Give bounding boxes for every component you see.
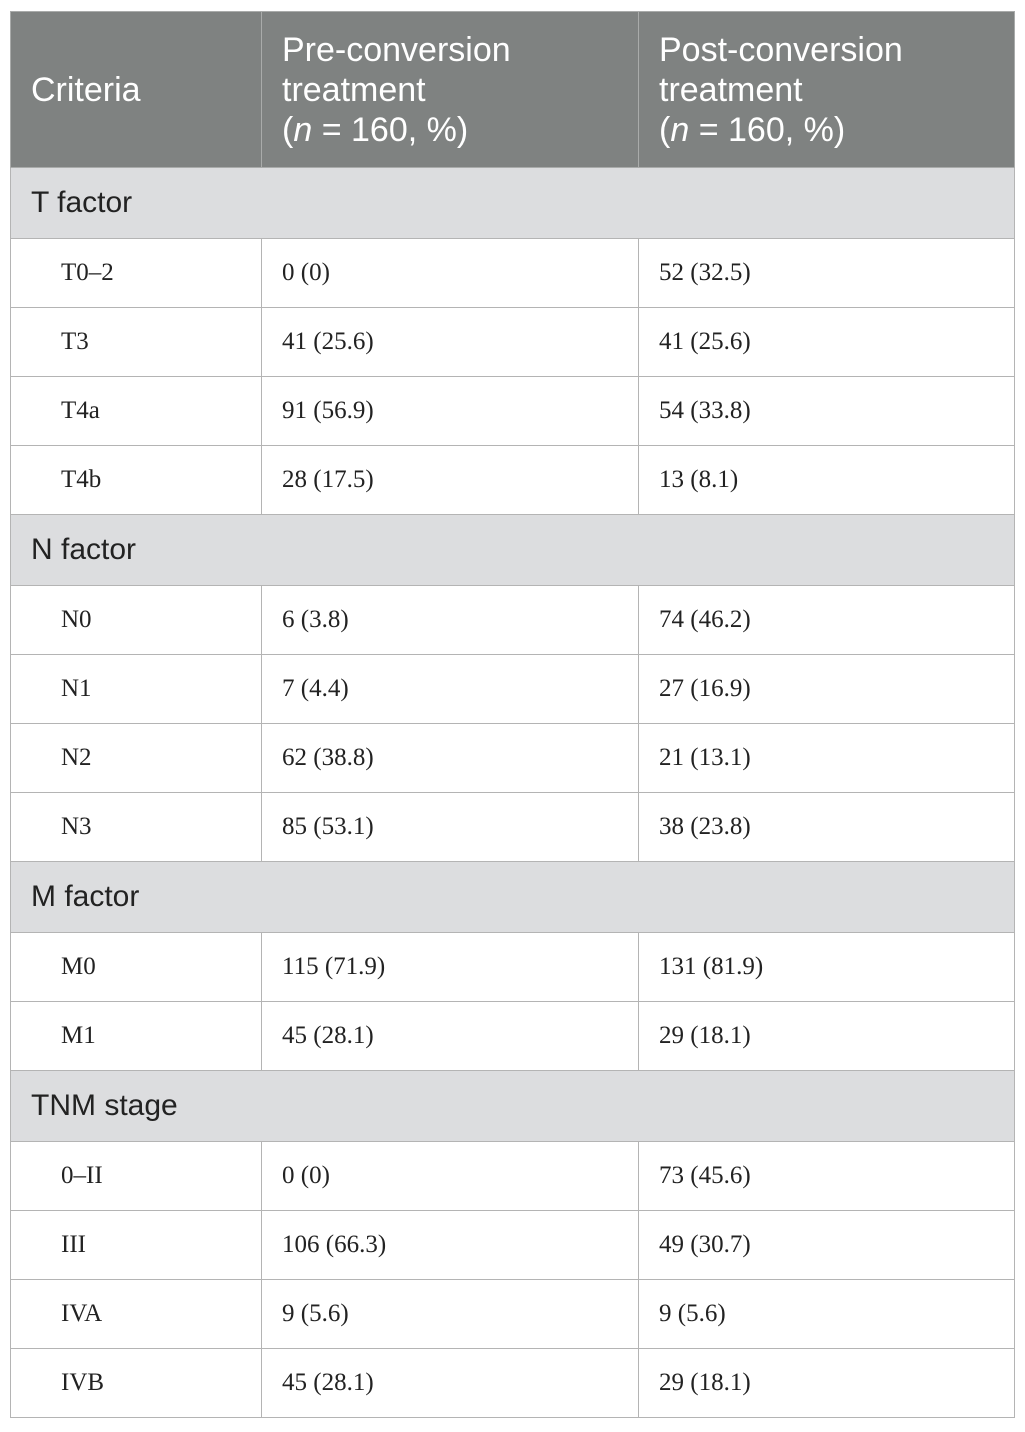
table-row: N3 85 (53.1) 38 (23.8) bbox=[10, 792, 1015, 862]
row-label: N3 bbox=[10, 792, 262, 862]
row-label: N1 bbox=[10, 654, 262, 724]
section-title: T factor bbox=[10, 167, 1015, 239]
section-row: M factor bbox=[10, 861, 1015, 933]
header-criteria: Criteria bbox=[10, 11, 262, 168]
table-row: T0–2 0 (0) 52 (32.5) bbox=[10, 238, 1015, 308]
pre-conversion-value: 62 (38.8) bbox=[261, 723, 639, 793]
post-conversion-value: 21 (13.1) bbox=[638, 723, 1015, 793]
pre-conversion-value: 106 (66.3) bbox=[261, 1210, 639, 1280]
section-row: T factor bbox=[10, 167, 1015, 239]
row-label: M0 bbox=[10, 932, 262, 1002]
table-row: T4a 91 (56.9) 54 (33.8) bbox=[10, 376, 1015, 446]
post-conversion-value: 27 (16.9) bbox=[638, 654, 1015, 724]
post-conversion-value: 54 (33.8) bbox=[638, 376, 1015, 446]
row-label: T4b bbox=[10, 445, 262, 515]
table-row: N2 62 (38.8) 21 (13.1) bbox=[10, 723, 1015, 793]
table-row: T4b 28 (17.5) 13 (8.1) bbox=[10, 445, 1015, 515]
pre-conversion-value: 0 (0) bbox=[261, 1141, 639, 1211]
post-conversion-value: 52 (32.5) bbox=[638, 238, 1015, 308]
section-title: N factor bbox=[10, 514, 1015, 586]
pre-conversion-value: 0 (0) bbox=[261, 238, 639, 308]
post-conversion-value: 49 (30.7) bbox=[638, 1210, 1015, 1280]
table-row: T3 41 (25.6) 41 (25.6) bbox=[10, 307, 1015, 377]
post-conversion-value: 41 (25.6) bbox=[638, 307, 1015, 377]
row-label: IVB bbox=[10, 1348, 262, 1418]
table-row: M0 115 (71.9) 131 (81.9) bbox=[10, 932, 1015, 1002]
header-pre-conversion: Pre-conversion treatment (n = 160, %) bbox=[261, 11, 639, 168]
post-conversion-value: 9 (5.6) bbox=[638, 1279, 1015, 1349]
row-label: T0–2 bbox=[10, 238, 262, 308]
table-row: M1 45 (28.1) 29 (18.1) bbox=[10, 1001, 1015, 1071]
pre-conversion-value: 115 (71.9) bbox=[261, 932, 639, 1002]
pre-conversion-value: 45 (28.1) bbox=[261, 1348, 639, 1418]
post-conversion-value: 29 (18.1) bbox=[638, 1348, 1015, 1418]
table-row: 0–II 0 (0) 73 (45.6) bbox=[10, 1141, 1015, 1211]
pre-conversion-value: 28 (17.5) bbox=[261, 445, 639, 515]
table-row: N1 7 (4.4) 27 (16.9) bbox=[10, 654, 1015, 724]
pre-conversion-value: 9 (5.6) bbox=[261, 1279, 639, 1349]
row-label: M1 bbox=[10, 1001, 262, 1071]
post-conversion-value: 74 (46.2) bbox=[638, 585, 1015, 655]
post-conversion-value: 73 (45.6) bbox=[638, 1141, 1015, 1211]
table-row: N0 6 (3.8) 74 (46.2) bbox=[10, 585, 1015, 655]
post-conversion-value: 131 (81.9) bbox=[638, 932, 1015, 1002]
row-label: 0–II bbox=[10, 1141, 262, 1211]
post-conversion-value: 38 (23.8) bbox=[638, 792, 1015, 862]
pre-conversion-value: 41 (25.6) bbox=[261, 307, 639, 377]
section-title: M factor bbox=[10, 861, 1015, 933]
row-label: T3 bbox=[10, 307, 262, 377]
table-row: III 106 (66.3) 49 (30.7) bbox=[10, 1210, 1015, 1280]
table-row: IVB 45 (28.1) 29 (18.1) bbox=[10, 1348, 1015, 1418]
pre-conversion-value: 85 (53.1) bbox=[261, 792, 639, 862]
pre-conversion-value: 91 (56.9) bbox=[261, 376, 639, 446]
section-title: TNM stage bbox=[10, 1070, 1015, 1142]
pre-conversion-value: 45 (28.1) bbox=[261, 1001, 639, 1071]
section-row: N factor bbox=[10, 514, 1015, 586]
table-row: IVA 9 (5.6) 9 (5.6) bbox=[10, 1279, 1015, 1349]
row-label: T4a bbox=[10, 376, 262, 446]
section-row: TNM stage bbox=[10, 1070, 1015, 1142]
header-post-conversion: Post-conversion treatment (n = 160, %) bbox=[638, 11, 1015, 168]
staging-table: Criteria Pre-conversion treatment (n = 1… bbox=[10, 11, 1015, 1418]
pre-conversion-value: 6 (3.8) bbox=[261, 585, 639, 655]
row-label: IVA bbox=[10, 1279, 262, 1349]
header-row: Criteria Pre-conversion treatment (n = 1… bbox=[10, 11, 1015, 168]
row-label: N0 bbox=[10, 585, 262, 655]
post-conversion-value: 29 (18.1) bbox=[638, 1001, 1015, 1071]
row-label: III bbox=[10, 1210, 262, 1280]
pre-conversion-value: 7 (4.4) bbox=[261, 654, 639, 724]
post-conversion-value: 13 (8.1) bbox=[638, 445, 1015, 515]
row-label: N2 bbox=[10, 723, 262, 793]
